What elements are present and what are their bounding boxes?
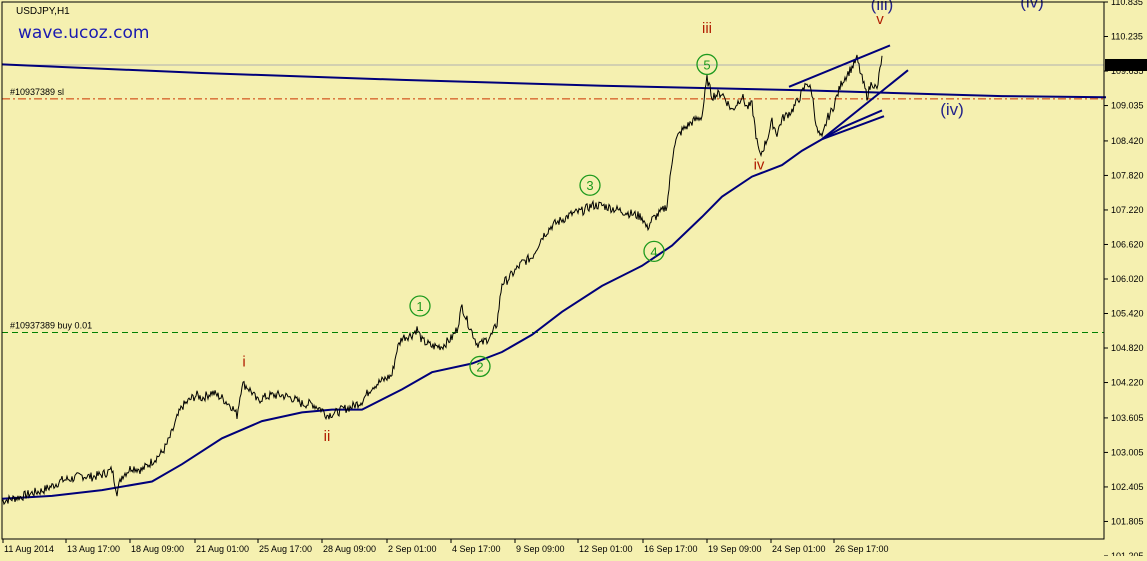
y-tick-label: 107.220: [1111, 205, 1144, 215]
x-tick-label: 9 Sep 09:00: [516, 544, 565, 554]
wave-circle: [409, 295, 431, 317]
x-tick-label: 24 Sep 01:00: [772, 544, 826, 554]
y-tick-label: 105.420: [1111, 309, 1144, 319]
wedge-trend-line[interactable]: [788, 44, 891, 88]
current-price-box: [1105, 58, 1147, 71]
buy-order-label: #10937389 buy 0.01: [10, 320, 92, 330]
current-price-label: 109.740: [1109, 60, 1142, 70]
x-tick-label: 4 Sep 17:00: [452, 544, 501, 554]
wave-label-minuette: ii: [324, 428, 331, 445]
y-tick-label: 106.620: [1111, 239, 1144, 249]
x-tick-label: 25 Aug 17:00: [259, 544, 312, 554]
y-tick-label: 103.005: [1111, 447, 1144, 457]
wave-label-minor: 3: [586, 178, 593, 193]
wave-circle: [579, 174, 601, 196]
y-tick-label: 110.835: [1111, 0, 1143, 7]
watermark-text: wave.ucoz.com: [18, 23, 149, 43]
y-tick-label: 108.420: [1111, 136, 1144, 146]
price-line: [1, 54, 883, 506]
wave-label-minor: 5: [703, 57, 710, 72]
y-tick-label: 106.020: [1111, 274, 1144, 284]
y-tick-label: 107.820: [1111, 170, 1144, 180]
wave-circle: [696, 53, 718, 76]
wave-label-minor: 4: [650, 244, 657, 259]
wave-label-minor-degree: (iv): [940, 100, 964, 119]
y-tick-label: 103.605: [1111, 413, 1144, 423]
stop-loss-label: #10937389 sl: [10, 87, 64, 97]
y-tick-label: 102.405: [1111, 482, 1144, 492]
wave-label-minuette: v: [876, 11, 884, 28]
x-tick-label: 13 Aug 17:00: [67, 544, 120, 554]
symbol-title: USDJPY,H1: [16, 6, 70, 17]
y-tick-label: 104.220: [1111, 378, 1144, 388]
y-tick-label: 109.635: [1111, 66, 1144, 76]
wave-label-minor: 1: [416, 299, 423, 314]
wave-circle: [643, 240, 665, 263]
plot-frame: [1, 1, 1105, 540]
x-tick-label: 28 Aug 09:00: [323, 544, 376, 554]
wave-label-minor-degree: (iii): [871, 0, 894, 14]
wedge-trend-line[interactable]: [821, 69, 909, 140]
wave-label-minuette: iv: [754, 157, 765, 174]
x-tick-label: 11 Aug 2014: [4, 544, 54, 554]
wedge-trend-line[interactable]: [821, 115, 885, 141]
y-tick-label: 104.820: [1111, 343, 1144, 353]
x-tick-label: 19 Sep 09:00: [708, 544, 762, 554]
x-tick-label: 2 Sep 01:00: [388, 544, 437, 554]
x-tick-label: 16 Sep 17:00: [644, 544, 698, 554]
wave-label-minuette: i: [242, 353, 245, 370]
wave-label-minuette: iii: [702, 20, 712, 37]
x-tick-label: 21 Aug 01:00: [196, 544, 249, 554]
x-tick-label: 12 Sep 01:00: [579, 544, 633, 554]
x-tick-label: 26 Sep 17:00: [835, 544, 889, 554]
y-tick-label: 101.205: [1111, 551, 1144, 556]
x-tick-label: 18 Aug 09:00: [131, 544, 184, 554]
long-moving-average-line: [1, 63, 1107, 99]
wave-label-minor-degree: (iv): [1020, 0, 1044, 11]
y-tick-label: 110.235: [1111, 32, 1143, 42]
y-tick-label: 109.035: [1111, 101, 1144, 111]
y-tick-label: 101.805: [1111, 516, 1144, 526]
wave-circle: [469, 355, 491, 378]
moving-average-line: [1, 109, 883, 500]
wave-label-minor: 2: [476, 359, 483, 374]
